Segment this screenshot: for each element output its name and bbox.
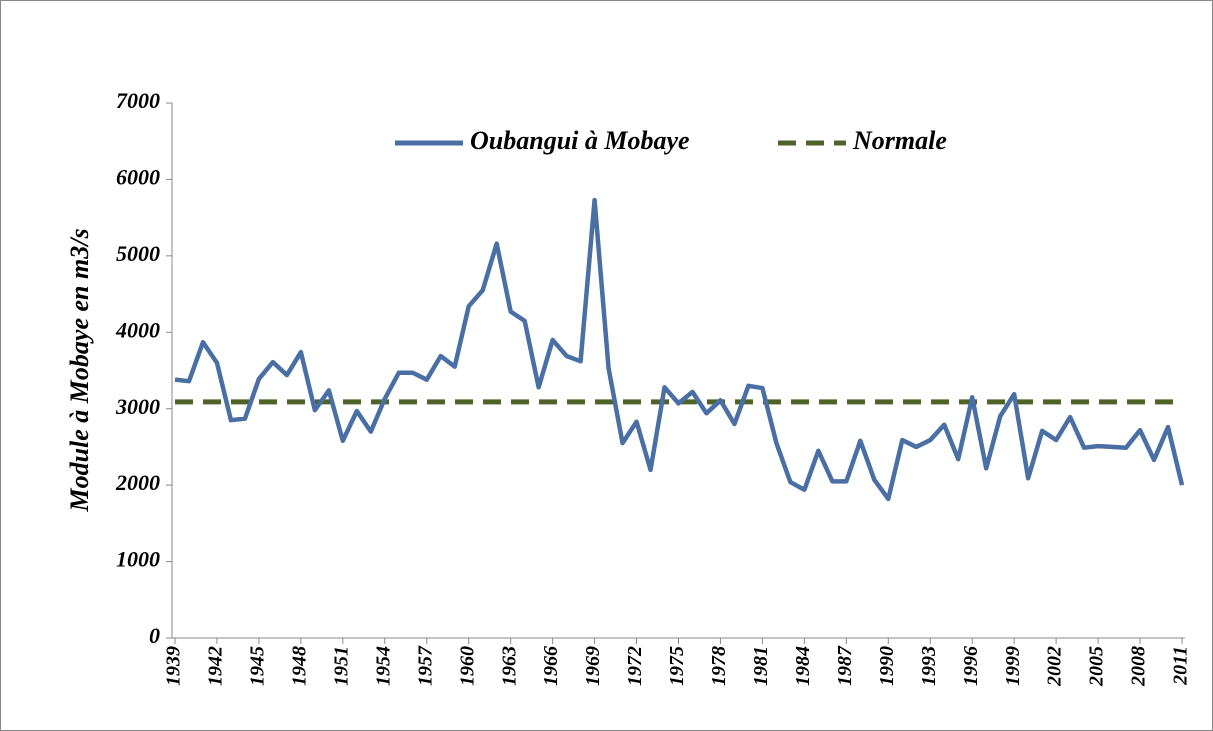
x-tick-label: 2008: [1128, 646, 1150, 687]
x-tick-label: 1975: [666, 646, 688, 686]
x-tick-label: 1966: [540, 646, 562, 686]
x-tick-label: 1987: [834, 645, 856, 686]
y-tick-label: 2000: [115, 470, 160, 495]
x-tick-label: 1993: [918, 646, 940, 686]
x-tick-label: 1942: [205, 646, 227, 686]
x-tick-label: 1945: [247, 646, 269, 686]
y-axis-label: Module à Mobaye en m3/s: [65, 228, 94, 512]
legend-label: Normale: [852, 126, 947, 155]
x-tick-label: 1981: [750, 646, 772, 686]
x-tick-label: 1954: [372, 646, 394, 686]
x-tick-label: 2011: [1170, 646, 1192, 686]
x-tick-label: 2005: [1086, 646, 1108, 687]
y-tick-label: 6000: [116, 164, 160, 189]
y-tick-label: 0: [149, 623, 160, 648]
y-tick-label: 5000: [116, 241, 160, 266]
x-tick-label: 1963: [498, 646, 520, 686]
line-series: [174, 197, 1185, 502]
x-tick-label: 1960: [456, 646, 478, 686]
y-tick-label: 7000: [116, 88, 160, 113]
y-tick-label: 3000: [115, 394, 160, 419]
x-tick-label: 1951: [330, 646, 352, 686]
x-tick-label: 1957: [414, 645, 436, 686]
x-tick-label: 1990: [876, 646, 898, 686]
x-tick-label: 2002: [1044, 646, 1066, 687]
x-tick-label: 1996: [960, 646, 982, 686]
x-tick-label: 1999: [1002, 646, 1024, 686]
x-tick-label: 1948: [288, 646, 310, 686]
y-tick-label: 1000: [116, 547, 160, 572]
y-tick-label: 4000: [115, 317, 160, 342]
x-tick-label: 1939: [163, 646, 185, 686]
x-tick-label: 1984: [792, 646, 814, 686]
x-tick-label: 1972: [624, 646, 646, 686]
x-tick-label: 1978: [708, 646, 730, 686]
legend-label: Oubangui à Mobaye: [470, 126, 690, 155]
x-tick-label: 1969: [582, 646, 604, 686]
